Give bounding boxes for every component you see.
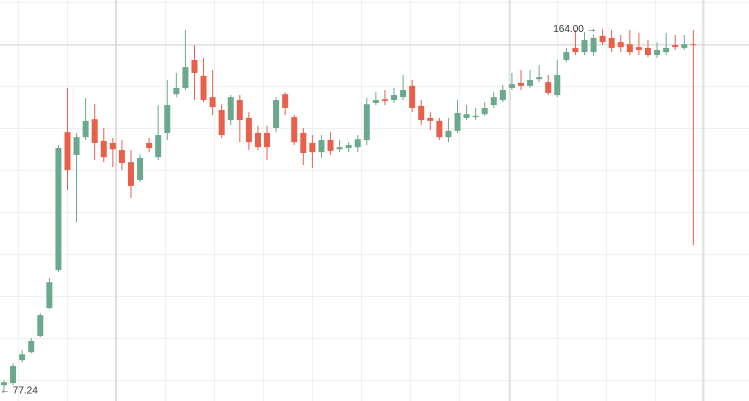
candle-body — [28, 340, 35, 353]
candle-body — [73, 137, 80, 156]
candle-body — [109, 142, 116, 150]
candle-body — [309, 142, 316, 153]
candle-body — [654, 50, 661, 56]
candle-body — [236, 100, 243, 121]
candle-body — [164, 105, 171, 133]
candle-body — [481, 107, 488, 115]
candle-body — [536, 77, 543, 80]
candle-body — [690, 44, 697, 46]
candle-body — [19, 354, 26, 361]
candle-body — [608, 37, 615, 48]
candle-body — [508, 84, 515, 88]
candle-body — [381, 99, 388, 101]
candle-body — [517, 82, 524, 86]
candle-body — [436, 120, 443, 138]
candle-body — [400, 90, 407, 98]
candle-body — [499, 90, 506, 101]
candle-body — [218, 110, 225, 136]
candle-body — [590, 37, 597, 53]
candle-body — [264, 132, 271, 148]
candle-body — [155, 135, 162, 158]
candle-body — [635, 47, 642, 51]
candle-body — [300, 132, 307, 153]
candle-body — [472, 115, 479, 118]
candle-body — [563, 52, 570, 61]
candle-body — [354, 139, 361, 148]
candle-body — [663, 47, 670, 53]
candle-body — [454, 112, 461, 131]
candle-body — [37, 315, 44, 336]
candle-body — [191, 60, 198, 73]
candle-body — [82, 120, 89, 138]
candle-body — [572, 47, 579, 53]
candle-body — [291, 117, 298, 143]
candle-body — [418, 105, 425, 121]
candle-body — [681, 44, 688, 48]
candle-body — [200, 75, 207, 101]
candle-body — [100, 140, 107, 158]
candle-body — [336, 147, 343, 150]
candle-body — [273, 100, 280, 128]
candle-body — [617, 42, 624, 48]
candle-body — [182, 67, 189, 88]
high-label: 164.00 → — [553, 24, 596, 35]
candle-body — [127, 162, 134, 186]
candle-body — [626, 44, 633, 53]
candle-body — [10, 365, 17, 384]
candle-body — [91, 119, 98, 143]
candle-body — [427, 117, 434, 121]
candle-body — [55, 147, 62, 271]
candle-body — [445, 130, 452, 138]
candle-body — [391, 95, 398, 101]
candle-body — [527, 80, 534, 86]
candle-body — [599, 35, 606, 43]
candle-body — [463, 114, 470, 118]
candle-body — [1, 382, 7, 386]
candle-body — [345, 145, 352, 148]
candle-body — [118, 150, 125, 163]
candle-body — [173, 87, 180, 95]
candle-body — [363, 104, 370, 141]
candle-body — [318, 140, 325, 153]
candle-body — [672, 45, 679, 48]
candle-body — [254, 132, 261, 148]
candle-body — [245, 117, 252, 143]
candle-body — [64, 132, 71, 171]
candle-body — [545, 82, 552, 93]
candle-body — [327, 140, 334, 151]
low-label: ← 77.24 — [0, 385, 38, 396]
candle-body — [146, 142, 153, 148]
candle-body — [490, 97, 497, 106]
candle-body — [227, 97, 234, 121]
candle-body — [554, 75, 561, 96]
candle-body — [409, 85, 416, 108]
candle-body — [372, 100, 379, 103]
candle-body — [209, 97, 216, 108]
candle-body — [282, 94, 289, 108]
candle-body — [137, 157, 144, 181]
candle-body — [581, 40, 588, 53]
candle-body — [644, 47, 651, 56]
candle-body — [46, 282, 53, 309]
